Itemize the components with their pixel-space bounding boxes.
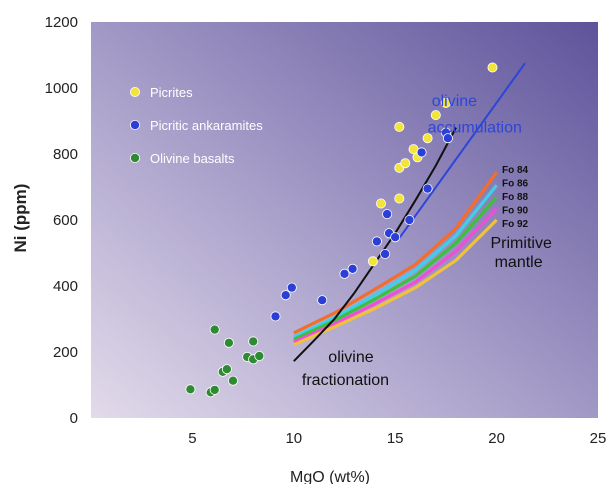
picritic_ankaramites-point (280, 290, 291, 301)
picrites-point (400, 158, 411, 169)
legend-marker (129, 87, 140, 98)
picrites-point (394, 193, 405, 204)
y-tick-label: 800 (53, 146, 78, 163)
x-tick-label: 15 (387, 430, 404, 447)
y-tick-label: 1000 (45, 80, 78, 97)
x-axis-label: MgO (wt%) (290, 469, 370, 484)
y-tick-label: 0 (70, 410, 78, 427)
picritic_ankaramites-point (347, 263, 358, 274)
picritic_ankaramites-point (380, 248, 391, 259)
annotation-text: olivine (328, 349, 373, 366)
picrites-point (422, 133, 433, 144)
picrites-point (394, 121, 405, 132)
annotations: olivine accumulation Primitive mantle olivin… (302, 93, 552, 389)
olivine_basalts-point (248, 336, 259, 347)
x-tick-label: 20 (488, 430, 505, 447)
fo-label: Fo 90 (502, 206, 529, 217)
fo-label: Fo 84 (502, 165, 529, 176)
picritic_ankaramites-point (339, 268, 350, 279)
y-axis: 0 200 400 600 800 1000 1200 (45, 14, 78, 427)
picritic_ankaramites-point (382, 209, 393, 220)
y-tick-label: 400 (53, 278, 78, 295)
olivine_basalts-point (185, 384, 196, 395)
x-tick-label: 5 (188, 430, 196, 447)
picrites-point (367, 256, 378, 267)
picrites-point (375, 198, 386, 209)
picritic_ankaramites-point (270, 311, 281, 322)
picrites-point (440, 97, 451, 108)
picritic_ankaramites-point (390, 232, 401, 243)
legend: Picrites Picritic ankaramites Olivine basa… (129, 85, 263, 166)
fo-label: Fo 92 (502, 219, 529, 230)
x-tick-label: 25 (590, 430, 607, 447)
fo-curve (293, 195, 498, 341)
legend-marker (129, 152, 140, 163)
picritic_ankaramites-point (286, 282, 297, 293)
picritic_ankaramites-point (371, 236, 382, 247)
fo-label: Fo 88 (502, 192, 529, 203)
y-tick-label: 1200 (45, 14, 78, 31)
fo-label: Fo 86 (502, 179, 529, 190)
olivine_basalts-point (221, 364, 232, 375)
fo-curve (293, 218, 498, 347)
picritic_ankaramites-point (416, 147, 427, 158)
picritic_ankaramites-point (442, 133, 453, 144)
picritic_ankaramites-point (317, 295, 328, 306)
picritic_ankaramites-point (404, 214, 415, 225)
plot-background (91, 22, 598, 418)
annotation-text: olivine (432, 93, 477, 110)
annotation-text: fractionation (302, 372, 389, 389)
data-points (185, 62, 498, 398)
fo-curve (293, 184, 498, 339)
fo-labels: Fo 84 Fo 86 Fo 88 Fo 90 Fo 92 (502, 165, 529, 230)
x-tick-label: 10 (285, 430, 302, 447)
annotation-text: accumulation (428, 120, 522, 137)
x-axis: 5 10 15 20 25 (188, 430, 606, 447)
olivine_basalts-point (254, 350, 265, 361)
fo-curve (293, 171, 498, 335)
legend-label: Olivine basalts (150, 151, 235, 166)
picrites-point (487, 62, 498, 73)
olivine_basalts-point (223, 337, 234, 348)
annotation-text: mantle (495, 254, 543, 271)
picritic_ankaramites-point (422, 183, 433, 194)
olivine_basalts-point (209, 384, 220, 395)
olivine_basalts-point (227, 375, 238, 386)
y-axis-label: Ni (ppm) (11, 184, 30, 253)
legend-label: Picrites (150, 85, 193, 100)
olivine_basalts-point (209, 324, 220, 335)
y-tick-label: 200 (53, 344, 78, 361)
legend-marker (129, 120, 140, 131)
y-tick-label: 600 (53, 212, 78, 229)
annotation-text: Primitive (491, 235, 552, 252)
accumulation-line (398, 62, 526, 239)
legend-label: Picritic ankaramites (150, 118, 263, 133)
picrites-point (430, 110, 441, 121)
